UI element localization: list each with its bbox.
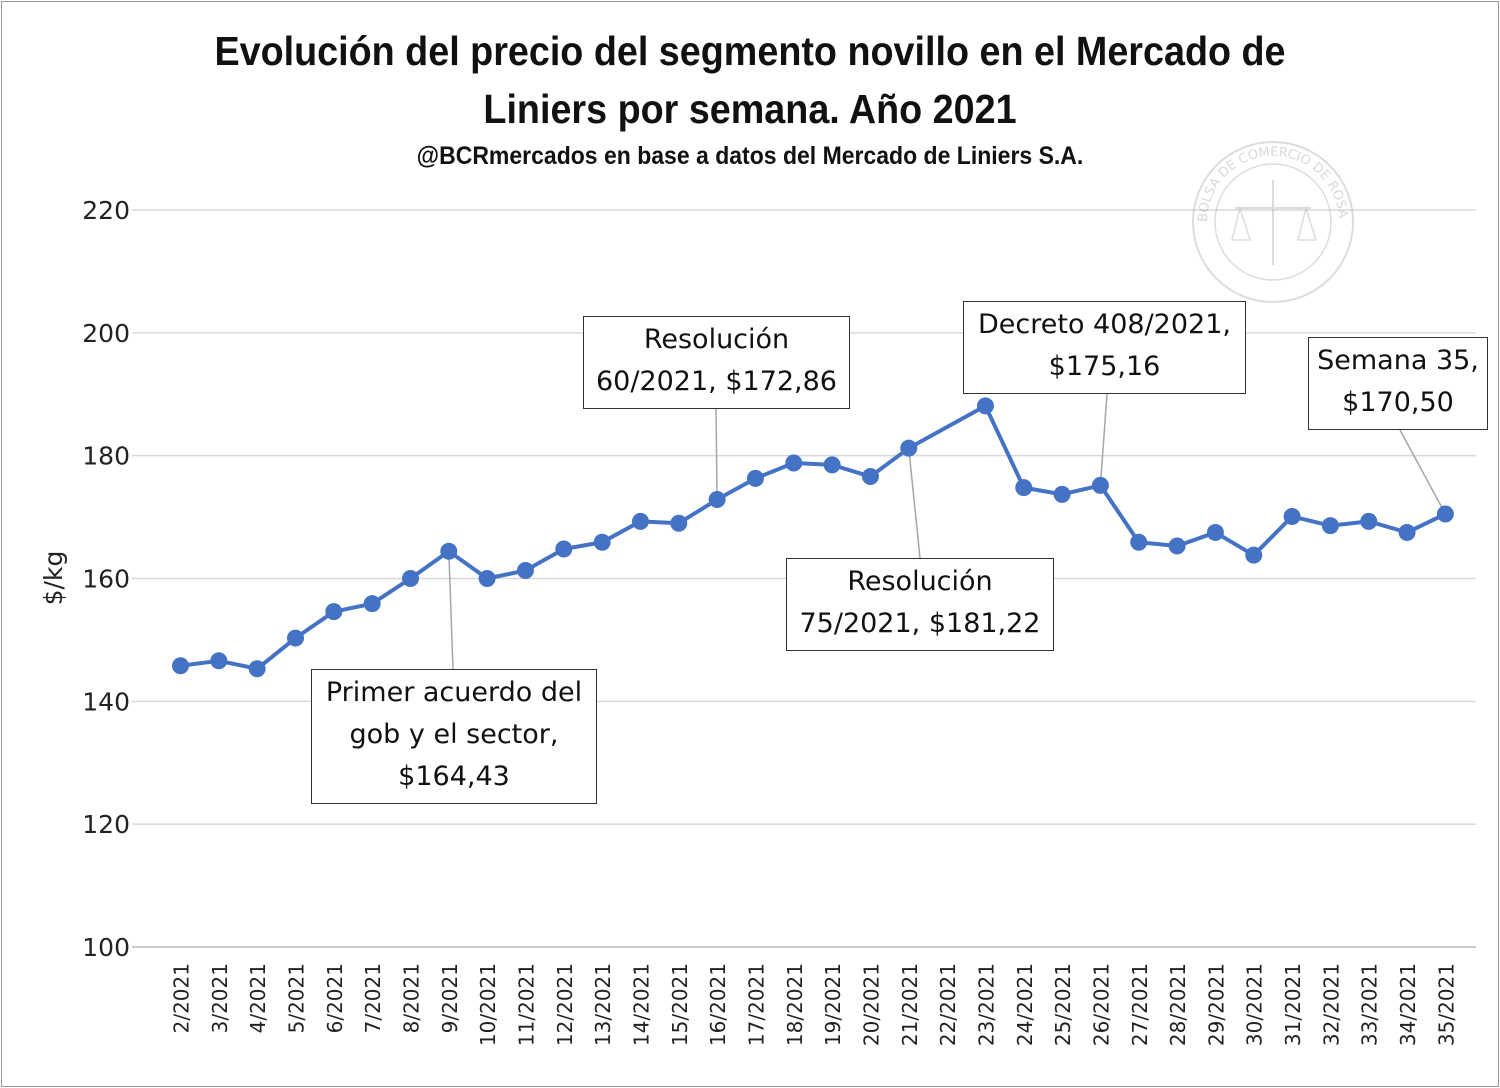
x-tick-label: 15/2021 xyxy=(668,963,692,1046)
x-tick-label: 10/2021 xyxy=(476,963,500,1046)
x-tick-label: 32/2021 xyxy=(1319,963,1343,1046)
x-tick-label: 21/2021 xyxy=(898,963,922,1046)
data-point xyxy=(363,595,381,613)
x-tick-label: 29/2021 xyxy=(1204,963,1228,1046)
x-tick-label: 30/2021 xyxy=(1243,963,1267,1046)
x-axis-ticks: 2/2021 3/2021 4/2021 5/2021 6/2021 7/2021 8/20… xyxy=(170,963,1459,1046)
x-tick-label: 7/2021 xyxy=(361,963,385,1033)
x-tick-label: 28/2021 xyxy=(1166,963,1190,1046)
data-point xyxy=(478,570,496,587)
data-point xyxy=(593,533,611,551)
y-axis-ticks: 100 120 140 160 180 200 220 xyxy=(82,196,130,962)
data-point xyxy=(785,454,803,472)
annotation-leader-line xyxy=(715,408,718,500)
annotation-callout: Primer acuerdo del gob y el sector, $164… xyxy=(311,669,597,804)
seal-text: BOLSA DE COMERCIO DE ROSARIO xyxy=(0,0,1350,222)
data-point xyxy=(746,469,764,487)
annotation-callout: Semana 35, $170,50 xyxy=(1308,337,1488,430)
x-tick-label: 9/2021 xyxy=(438,963,462,1033)
y-tick-label: 160 xyxy=(82,565,130,594)
x-tick-label: 20/2021 xyxy=(859,963,883,1046)
x-tick-label: 18/2021 xyxy=(783,963,807,1046)
x-tick-label: 27/2021 xyxy=(1128,963,1152,1046)
gridlines xyxy=(132,209,1476,948)
x-tick-label: 19/2021 xyxy=(821,963,845,1046)
x-tick-label: 4/2021 xyxy=(246,963,270,1033)
y-tick-label: 220 xyxy=(82,196,130,225)
data-point xyxy=(1360,512,1378,530)
annotation-leader-line xyxy=(1099,393,1108,486)
x-tick-label: 25/2021 xyxy=(1051,963,1075,1046)
data-point xyxy=(976,397,994,415)
annotation-leader-line xyxy=(908,448,921,559)
x-tick-label: 33/2021 xyxy=(1358,963,1382,1046)
data-point xyxy=(286,629,304,647)
annotation-callout: Resolución 60/2021, $172,86 xyxy=(583,316,850,409)
y-tick-label: 100 xyxy=(82,933,130,962)
chart-title-line-1: Evolución del precio del segmento novill… xyxy=(214,28,1286,74)
data-point xyxy=(325,603,343,621)
data-point xyxy=(708,491,726,509)
chart-title-line-2: Liniers por semana. Año 2021 xyxy=(483,86,1017,132)
data-point xyxy=(900,439,918,457)
x-tick-label: 34/2021 xyxy=(1396,963,1420,1046)
x-tick-label: 13/2021 xyxy=(591,963,615,1046)
annotation-callout: Decreto 408/2021, $175,16 xyxy=(963,301,1246,394)
y-tick-label: 140 xyxy=(82,687,130,716)
chart-title: Evolución del precio del segmento novill… xyxy=(60,22,1440,138)
data-point xyxy=(401,570,419,587)
y-axis-label: $/kg xyxy=(39,551,68,606)
x-tick-label: 8/2021 xyxy=(399,963,423,1033)
x-tick-label: 23/2021 xyxy=(974,963,998,1046)
x-tick-label: 31/2021 xyxy=(1281,963,1305,1046)
data-point xyxy=(861,468,879,486)
svg-text:BOLSA DE COMERCIO DE ROSARIO: BOLSA DE COMERCIO DE ROSARIO xyxy=(0,0,1350,222)
data-point xyxy=(1245,546,1263,564)
data-point xyxy=(210,652,228,670)
data-point xyxy=(631,512,649,530)
data-point xyxy=(1321,517,1339,535)
x-tick-label: 14/2021 xyxy=(629,963,653,1046)
data-point xyxy=(1091,476,1109,494)
y-tick-label: 120 xyxy=(82,810,130,839)
data-point xyxy=(248,660,266,678)
x-tick-label: 3/2021 xyxy=(208,963,232,1033)
series-line xyxy=(172,397,1454,678)
chart-subtitle: @BCRmercados en base a datos del Mercado… xyxy=(416,142,1084,170)
x-tick-label: 12/2021 xyxy=(553,963,577,1046)
bcr-seal-watermark: BOLSA DE COMERCIO DE ROSARIO xyxy=(0,0,1354,303)
y-tick-label: 180 xyxy=(82,442,130,471)
x-tick-label: 5/2021 xyxy=(284,963,308,1033)
x-tick-label: 2/2021 xyxy=(170,963,194,1033)
data-point xyxy=(1283,507,1301,525)
y-tick-label: 200 xyxy=(82,319,130,348)
data-point xyxy=(1398,523,1416,541)
data-point xyxy=(1436,505,1454,523)
x-tick-label: 35/2021 xyxy=(1434,963,1458,1046)
annotation-leader-line xyxy=(1399,429,1447,515)
x-tick-label: 16/2021 xyxy=(706,963,730,1046)
annotation-leaders xyxy=(448,393,1447,670)
data-point xyxy=(1015,479,1033,497)
data-point xyxy=(1168,537,1186,555)
x-tick-label: 11/2021 xyxy=(514,963,538,1046)
data-point xyxy=(1130,533,1148,551)
x-tick-label: 24/2021 xyxy=(1013,963,1037,1046)
annotation-leader-line xyxy=(448,551,454,670)
data-point xyxy=(670,514,688,532)
x-tick-label: 22/2021 xyxy=(936,963,960,1046)
data-point xyxy=(440,542,458,560)
annotation-callout: Resolución 75/2021, $181,22 xyxy=(786,558,1054,651)
data-point xyxy=(823,456,841,474)
data-point xyxy=(555,540,573,558)
x-tick-label: 6/2021 xyxy=(323,963,347,1033)
data-point xyxy=(516,562,534,580)
x-tick-label: 26/2021 xyxy=(1089,963,1113,1046)
x-tick-label: 17/2021 xyxy=(744,963,768,1046)
data-point xyxy=(172,657,189,675)
data-point xyxy=(1053,485,1071,503)
data-point xyxy=(1206,523,1224,541)
